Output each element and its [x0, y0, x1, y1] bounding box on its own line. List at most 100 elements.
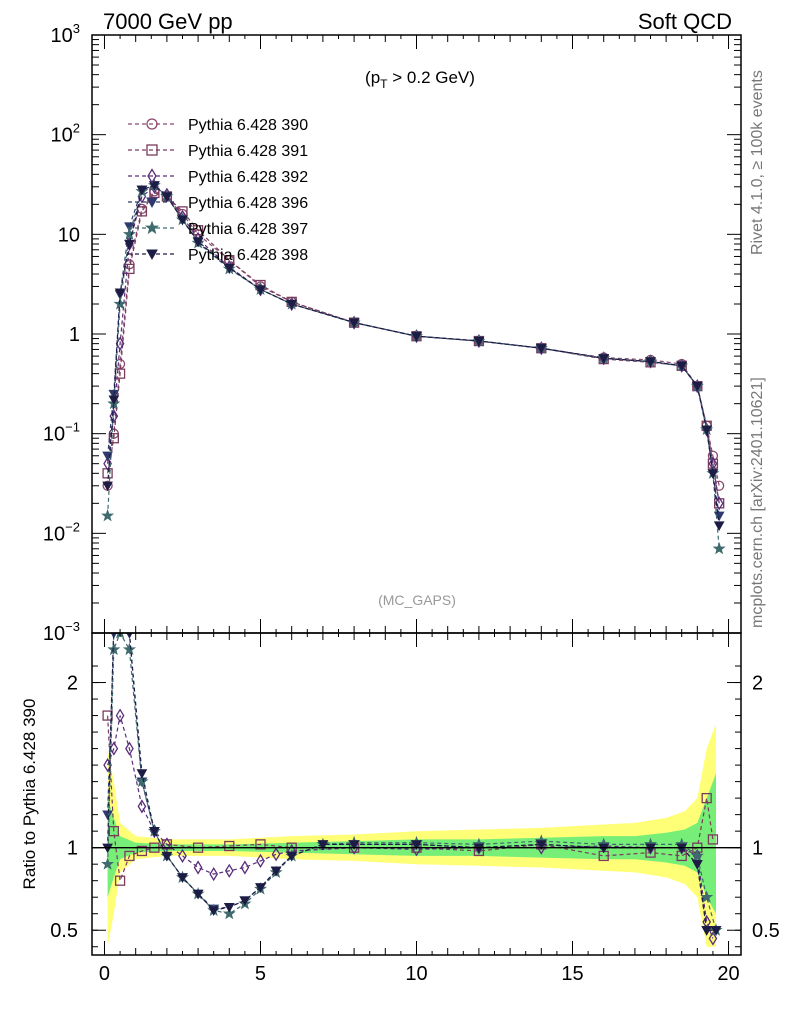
ratio-point-4-13 — [270, 866, 282, 877]
ratio-point-4-24 — [701, 926, 713, 936]
main-ytick-base: 10 — [51, 25, 73, 47]
ratio-xtick-label-1: 5 — [255, 963, 266, 985]
ratio-point-1-18 — [536, 840, 546, 855]
main-ytick-label-3: 1 — [69, 324, 80, 346]
main-point-4-22 — [712, 541, 726, 555]
main-point-5-11 — [286, 299, 298, 310]
main-point-5-13 — [411, 332, 422, 342]
main-point-2-0 — [103, 456, 112, 471]
ratio-point-0-6 — [161, 839, 173, 850]
legend-item-3: Pythia 6.428 396 — [128, 195, 308, 212]
ratio-point-4-4 — [136, 769, 148, 779]
main-ytick-base: 1 — [69, 324, 80, 346]
legend-label-5: Pythia 6.428 398 — [188, 247, 308, 264]
legend-label-3: Pythia 6.428 396 — [188, 195, 308, 212]
main-plot-title: (pT > 0.2 GeV) — [365, 68, 475, 91]
main-point-4-3 — [122, 227, 136, 240]
ratio-panel-series — [101, 605, 723, 946]
ratio-xtick-label-0: 0 — [99, 963, 110, 985]
main-point-5-19 — [691, 382, 703, 392]
ratio-panel-axes: 0.5 0.51 12 20 5 10 15 20 — [50, 633, 780, 985]
header-beam-label: 7000 GeV pp — [103, 9, 233, 34]
legend-marker-0 — [146, 118, 158, 130]
ratio-point-4-15 — [317, 840, 329, 850]
ratio-point-1-10 — [224, 863, 234, 878]
main-point-5-14 — [473, 336, 485, 347]
ratio-xtick-label-3: 15 — [561, 963, 583, 985]
main-series-5 — [102, 181, 725, 531]
ratio-point-0-19 — [701, 792, 712, 804]
rivet-version-label: Rivet 4.1.0, ≥ 100k events — [749, 70, 766, 255]
ratio-point-3-4 — [135, 774, 149, 788]
main-ytick-exp: −1 — [65, 420, 80, 435]
main-point-5-12 — [348, 318, 360, 329]
ratio-point-1-8 — [193, 860, 203, 875]
main-point-5-9 — [223, 263, 235, 274]
ratio-point-3-24 — [700, 890, 714, 903]
ratio-ytick-label-1: 1 — [67, 838, 78, 860]
ratio-plot-frame — [91, 632, 742, 956]
ratio-band-0 — [107, 723, 717, 947]
ratio-series-line-3 — [107, 633, 717, 931]
main-series-line-3 — [107, 184, 720, 516]
main-point-2-1 — [109, 409, 119, 424]
ratio-y-axis-label: Ratio to Pythia 6.428 390 — [20, 699, 39, 890]
ratio-point-3-23 — [690, 849, 704, 862]
ratio-point-0-9 — [255, 839, 266, 850]
main-point-1-22 — [714, 498, 725, 509]
ratio-point-4-14 — [286, 851, 298, 862]
ratio-point-4-6 — [161, 851, 173, 862]
main-ytick-label-2: 10−1 — [43, 420, 80, 446]
main-point-5-7 — [177, 215, 188, 226]
main-panel-series — [101, 178, 726, 555]
legend-marker-4 — [144, 220, 160, 235]
ratio-point-0-8 — [224, 840, 235, 852]
ratio-point-4-10 — [223, 903, 235, 913]
ratio-point-4-5 — [149, 827, 160, 837]
ratio-point-4-2 — [116, 605, 125, 613]
ratio-point-1-11 — [240, 860, 250, 875]
ratio-point-1-1 — [109, 741, 119, 756]
title-subscript: T — [380, 77, 388, 91]
header-category-label: Soft QCD — [638, 9, 732, 34]
legend-label-0: Pythia 6.428 390 — [188, 117, 308, 134]
main-point-5-21 — [707, 469, 719, 479]
main-ytick-base: 10 — [58, 224, 80, 246]
main-point-1-8 — [192, 225, 204, 236]
ratio-point-0-1 — [108, 826, 119, 837]
ratio-ytick-label-right-0: 0.5 — [752, 920, 780, 942]
legend-label-4: Pythia 6.428 397 — [188, 221, 308, 238]
main-ytick-base: 10 — [43, 623, 65, 645]
legend-marker-1 — [146, 144, 158, 156]
main-ytick-label-6: 103 — [51, 21, 80, 47]
main-point-5-18 — [676, 361, 688, 372]
ratio-point-4-23 — [691, 860, 703, 870]
legend-item-4: Pythia 6.428 397 — [128, 220, 308, 238]
ratio-point-3-3 — [122, 642, 136, 656]
ratio-point-0-3 — [124, 850, 135, 862]
ratio-point-1-7 — [178, 848, 187, 864]
ratio-point-0-20 — [707, 834, 719, 845]
ratio-point-4-17 — [411, 840, 422, 850]
ratio-point-3-0 — [101, 857, 115, 870]
ratio-point-1-13 — [271, 847, 281, 862]
ratio-series-line-4 — [107, 633, 716, 931]
ratio-ytick-label-0: 0.5 — [50, 920, 78, 942]
ratio-ytick-label-right-2: 2 — [752, 673, 763, 695]
main-ytick-label-0: 10−3 — [43, 619, 80, 645]
ratio-point-4-12 — [255, 883, 266, 893]
legend-label-1: Pythia 6.428 391 — [188, 143, 308, 160]
ratio-point-1-3 — [125, 741, 134, 756]
ratio-point-4-25 — [710, 926, 722, 936]
ratio-point-1-4 — [137, 799, 147, 814]
ratio-uncertainty-bands — [107, 723, 717, 947]
main-point-5-0 — [102, 481, 113, 492]
main-point-5-8 — [192, 237, 204, 248]
ratio-point-1-12 — [256, 853, 265, 868]
ratio-point-1-9 — [209, 866, 219, 882]
ratio-xtick-label-4: 20 — [717, 963, 739, 985]
legend-item-1: Pythia 6.428 391 — [128, 143, 308, 160]
legend-label-2: Pythia 6.428 392 — [188, 169, 308, 186]
